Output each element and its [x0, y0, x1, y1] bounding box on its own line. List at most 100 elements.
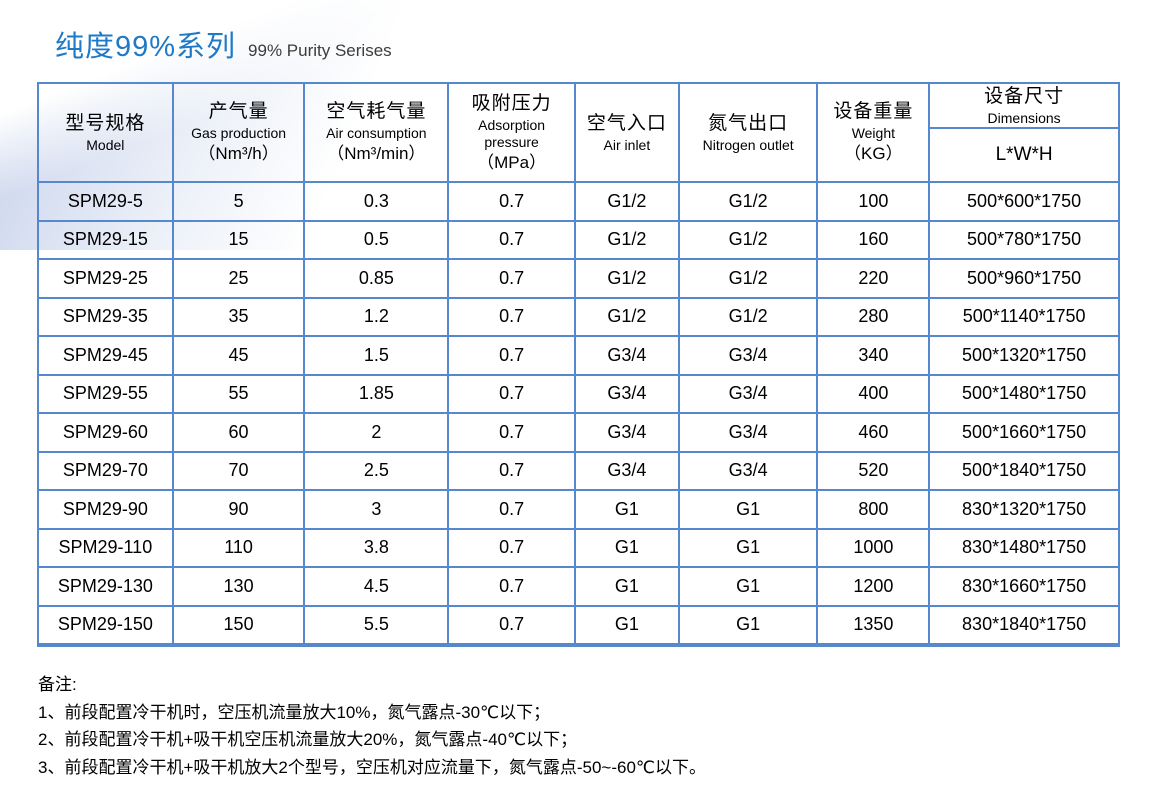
table-cell: 0.7	[447, 219, 577, 260]
table-cell: SPM29-130	[37, 566, 174, 607]
table-row: SPM29-15 15 0.5 0.7 G1/2 G1/2 160 500*780*1750	[37, 219, 1120, 260]
table-cell: 2	[303, 412, 450, 453]
table-cell: 500*1840*1750	[928, 450, 1120, 491]
table-cell: 830*1480*1750	[928, 527, 1120, 568]
table-row: SPM29-45 45 1.5 0.7 G3/4 G3/4 340 500*1320*1750	[37, 335, 1120, 376]
table-cell: 1000	[816, 527, 931, 568]
table-cell: SPM29-55	[37, 373, 174, 414]
note-line: 1、前段配置冷干机时，空压机流量放大10%，氮气露点-30℃以下；	[38, 702, 551, 722]
table-cell: G3/4	[677, 412, 819, 453]
table-row: SPM29-90 90 3 0.7 G1 G1 800 830*1320*1750	[37, 489, 1120, 530]
table-cell: G1	[574, 489, 680, 530]
column-header-en: Nitrogen outlet	[702, 137, 794, 153]
column-header-adsorption-pressure: 吸附压力 Adsorption pressure （MPa）	[447, 82, 577, 183]
table-cell: 130	[171, 566, 306, 607]
table-cell: G3/4	[574, 412, 680, 453]
table-cell: SPM29-45	[37, 335, 174, 376]
note-line: 2、前段配置冷干机+吸干机空压机流量放大20%，氮气露点-40℃以下；	[38, 730, 578, 749]
table-cell: 500*1660*1750	[928, 412, 1120, 453]
table-cell: G1/2	[574, 181, 680, 222]
table-cell: G1	[574, 527, 680, 568]
notes: 备注: 1、前段配置冷干机时，空压机流量放大10%，氮气露点-30℃以下； 2、…	[38, 671, 706, 781]
column-header-en: Model	[86, 137, 125, 153]
table-cell: SPM29-60	[37, 412, 174, 453]
table-cell: G1/2	[677, 181, 819, 222]
spec-table-header: 型号规格 Model 产气量 Gas production （Nm³/h） 空气…	[37, 82, 1120, 183]
table-cell: G1	[677, 527, 819, 568]
table-cell: SPM29-25	[37, 258, 174, 299]
table-cell: 15	[171, 219, 306, 260]
column-header-zh: 型号规格	[65, 113, 146, 134]
table-cell: G1/2	[574, 296, 680, 337]
table-cell: 340	[816, 335, 931, 376]
table-cell: 1.5	[303, 335, 450, 376]
table-cell: 0.7	[447, 373, 577, 414]
table-cell: 0.5	[303, 219, 450, 260]
table-cell: SPM29-90	[37, 489, 174, 530]
column-header-weight: 设备重量 Weight （KG）	[816, 82, 931, 183]
column-header-gas-production: 产气量 Gas production （Nm³/h）	[171, 82, 306, 183]
table-cell: 2.5	[303, 450, 450, 491]
column-header-model: 型号规格 Model	[37, 82, 174, 183]
table-cell: G1/2	[677, 219, 819, 260]
table-cell: 0.7	[447, 335, 577, 376]
column-header-en: Air inlet	[603, 137, 651, 153]
page-title-zh: 纯度99%系列	[55, 31, 237, 63]
table-cell: 5.5	[303, 604, 450, 646]
table-cell: 0.7	[447, 604, 577, 646]
column-header-zh: 空气入口	[586, 113, 667, 134]
table-cell: 0.7	[447, 181, 577, 222]
table-cell: 1.85	[303, 373, 450, 414]
note-line: 3、前段配置冷干机+吸干机放大2个型号，空压机对应流量下，氮气露点-50~-60…	[38, 757, 706, 777]
table-cell: 830*1840*1750	[928, 604, 1120, 646]
column-header-zh: 设备重量	[833, 101, 914, 122]
column-header-unit: （KG）	[844, 144, 903, 163]
table-row: SPM29-35 35 1.2 0.7 G1/2 G1/2 280 500*1140*1750	[37, 296, 1120, 337]
table-row: SPM29-55 55 1.85 0.7 G3/4 G3/4 400 500*1480*175…	[37, 373, 1120, 414]
table-cell: G1/2	[574, 258, 680, 299]
table-cell: G1/2	[677, 258, 819, 299]
column-header-en: Gas production	[191, 125, 287, 141]
table-cell: 1350	[816, 604, 931, 646]
table-cell: 0.7	[447, 412, 577, 453]
table-cell: 280	[816, 296, 931, 337]
table-cell: 3	[303, 489, 450, 530]
column-header-en: Air consumption	[326, 125, 427, 141]
column-header-zh: 吸附压力	[471, 92, 552, 114]
table-cell: 0.7	[447, 489, 577, 530]
table-cell: 0.7	[447, 527, 577, 568]
column-header-unit: （MPa）	[477, 152, 547, 172]
notes-title: 备注:	[38, 675, 77, 694]
table-row: SPM29-110 110 3.8 0.7 G1 G1 1000 830*1480*1750	[37, 527, 1120, 568]
table-cell: 110	[171, 527, 306, 568]
column-header-zh: 氮气出口	[708, 113, 789, 134]
table-cell: 500*1480*1750	[928, 373, 1120, 414]
table-cell: SPM29-70	[37, 450, 174, 491]
table-cell: 4.5	[303, 566, 450, 607]
table-cell: 25	[171, 258, 306, 299]
table-cell: G1	[677, 604, 819, 646]
table-cell: 800	[816, 489, 931, 530]
table-cell: 1200	[816, 566, 931, 607]
table-cell: SPM29-15	[37, 219, 174, 260]
table-cell: SPM29-5	[37, 181, 174, 222]
table-row: SPM29-5 5 0.3 0.7 G1/2 G1/2 100 500*600*1750	[37, 181, 1120, 222]
table-cell: G3/4	[574, 335, 680, 376]
table-cell: 35	[171, 296, 306, 337]
spec-table-body: SPM29-5 5 0.3 0.7 G1/2 G1/2 100 500*600*1750 SPM…	[37, 181, 1120, 646]
table-cell: 45	[171, 335, 306, 376]
table-cell: 3.8	[303, 527, 450, 568]
table-cell: 400	[816, 373, 931, 414]
spec-table: 型号规格 Model 产气量 Gas production （Nm³/h） 空气…	[37, 82, 1120, 647]
column-header-dimensions: 设备尺寸 Dimensions	[928, 82, 1120, 129]
table-cell: 500*1320*1750	[928, 335, 1120, 376]
table-cell: SPM29-150	[37, 604, 174, 646]
table-cell: SPM29-110	[37, 527, 174, 568]
table-cell: 55	[171, 373, 306, 414]
table-cell: G1	[677, 566, 819, 607]
table-cell: 150	[171, 604, 306, 646]
column-header-nitrogen-outlet: 氮气出口 Nitrogen outlet	[677, 82, 819, 183]
column-header-unit: （Nm³/min）	[327, 144, 426, 163]
column-header-en: Dimensions	[987, 110, 1061, 126]
table-cell: 0.7	[447, 450, 577, 491]
